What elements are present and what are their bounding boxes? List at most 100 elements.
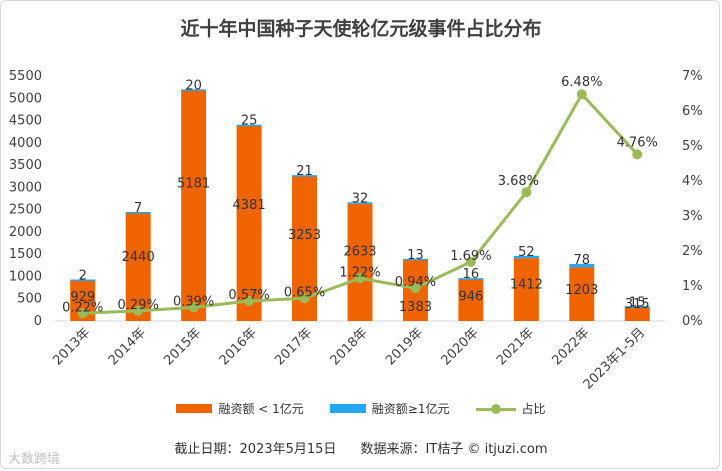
- ratio-point: [576, 89, 587, 100]
- chart-title: 近十年中国种子天使轮亿元级事件占比分布: [180, 18, 542, 40]
- bar-small: [125, 212, 151, 321]
- bar-small-label: 1412: [510, 277, 543, 292]
- bar-large: [569, 263, 595, 268]
- bar-small-label: 2633: [343, 245, 376, 260]
- ratio-label: 4.76%: [617, 135, 658, 150]
- legend-item-small[interactable]: 融资额 < 1亿元: [176, 400, 304, 417]
- x-tick-label: 2013年: [50, 325, 93, 368]
- bar-small-label: 2440: [122, 250, 155, 265]
- x-tick-label: 2018年: [328, 325, 371, 368]
- bar-large-label: 13: [407, 248, 424, 263]
- ratio-label: 0.29%: [118, 298, 159, 313]
- bar-small-label: 946: [458, 290, 483, 305]
- x-tick-label: 2016年: [217, 325, 260, 368]
- bar-large: [125, 211, 151, 214]
- x-tick-label: 2015年: [161, 325, 204, 368]
- y-tick-label: 3500: [9, 158, 42, 173]
- bar-large-label: 2: [79, 269, 87, 284]
- ratio-label: 0.22%: [62, 300, 103, 315]
- legend-swatch-ratio: [475, 403, 516, 415]
- x-tick-label: 2021年: [494, 325, 537, 368]
- ratio-point: [188, 302, 199, 313]
- x-tick-label: 2017年: [272, 325, 315, 368]
- bar-small-label: 1203: [565, 283, 598, 298]
- bar-large: [236, 124, 262, 127]
- bar-small: [458, 278, 484, 321]
- bar-large: [402, 258, 428, 261]
- chart-legend: 融资额 < 1亿元 融资额≥1亿元 占比: [0, 400, 722, 417]
- bar-small-label: 4381: [233, 198, 266, 213]
- bar-small-label: 929: [70, 290, 95, 305]
- bar-large: [458, 278, 484, 280]
- y-tick-label: 5500: [9, 69, 42, 84]
- ratio-label: 0.39%: [173, 294, 214, 309]
- bar-small: [347, 203, 373, 321]
- bar-large-label: 15: [629, 295, 646, 310]
- y-tick-label: 3000: [9, 180, 42, 195]
- bar-large: [70, 279, 96, 282]
- data-source: 数据来源：IT桔子 © itjuzi.com: [360, 442, 548, 457]
- y2-tick-label: 3%: [682, 209, 703, 224]
- bar-small-label: 1383: [399, 300, 432, 315]
- bar-large: [624, 306, 650, 308]
- bar-large: [292, 175, 318, 177]
- x-tick-label: 2014年: [106, 325, 149, 368]
- x-tick-label: 2019年: [383, 325, 426, 368]
- y-tick-label: 500: [17, 292, 42, 307]
- cutoff-date: 截止日期：2023年5月15日: [174, 442, 337, 457]
- bar-small: [569, 267, 595, 321]
- ratio-label: 1.69%: [450, 249, 491, 264]
- ratio-point: [410, 283, 421, 294]
- bar-small: [236, 125, 262, 321]
- bar-large: [347, 202, 373, 204]
- y2-tick-label: 6%: [682, 104, 703, 119]
- ratio-point: [244, 296, 255, 307]
- ratio-label: 0.57%: [228, 288, 269, 303]
- y-tick-label: 4000: [9, 136, 42, 151]
- bar-small: [181, 90, 207, 322]
- bar-small: [513, 258, 539, 321]
- legend-item-ratio[interactable]: 占比: [475, 400, 546, 417]
- ratio-point: [133, 305, 144, 316]
- x-tick-label: 2020年: [439, 325, 482, 368]
- y-tick-label: 5000: [9, 91, 42, 106]
- y2-tick-label: 5%: [682, 139, 703, 154]
- ratio-point: [355, 273, 365, 284]
- footer-note: 截止日期：2023年5月15日 数据来源：IT桔子 © itjuzi.com: [0, 438, 722, 457]
- bar-large-label: 20: [185, 78, 202, 93]
- chart-area: 0 500 1000 1500 2000 2500 3000 3500 4000 4500 5000…: [9, 69, 703, 393]
- ratio-label: 6.48%: [561, 75, 602, 90]
- legend-swatch-large: [329, 404, 366, 413]
- ratio-point: [521, 187, 532, 198]
- ratio-label: 0.65%: [284, 285, 325, 300]
- bar-large-label: 78: [574, 253, 591, 268]
- y-tick-label: 1500: [9, 247, 42, 262]
- x-tick-label: 2022年: [549, 325, 592, 368]
- y2-tick-label: 1%: [682, 279, 703, 294]
- ratio-label: 0.94%: [395, 275, 436, 290]
- y-tick-label: 2500: [9, 203, 42, 218]
- corner-watermark: 大数跨境: [8, 452, 61, 467]
- bar-large-label: 16: [463, 267, 480, 282]
- bar-large: [181, 89, 207, 91]
- legend-item-large[interactable]: 融资额≥1亿元: [329, 400, 450, 417]
- legend-label-ratio: 占比: [521, 402, 546, 416]
- y2-tick-label: 0%: [682, 314, 703, 329]
- bar-small-label: 5181: [177, 177, 210, 192]
- bar-large-label: 32: [352, 191, 369, 206]
- ratio-label: 3.68%: [498, 174, 539, 189]
- y-tick-label: 1000: [9, 269, 42, 284]
- ratio-label: 1.22%: [339, 265, 380, 280]
- y-tick-label: 4500: [9, 114, 42, 129]
- bar-large-label: 52: [518, 245, 535, 260]
- legend-label-large: 融资额≥1亿元: [371, 402, 450, 416]
- y2-tick-label: 2%: [682, 244, 703, 259]
- bar-small-label: 315: [625, 297, 650, 312]
- bar-small: [624, 306, 650, 321]
- y2-tick-label: 7%: [682, 69, 703, 84]
- bar-large-label: 25: [241, 114, 258, 129]
- bar-large: [513, 255, 539, 259]
- legend-label-small: 融资额 < 1亿元: [218, 402, 304, 416]
- bar-large-label: 21: [296, 164, 313, 179]
